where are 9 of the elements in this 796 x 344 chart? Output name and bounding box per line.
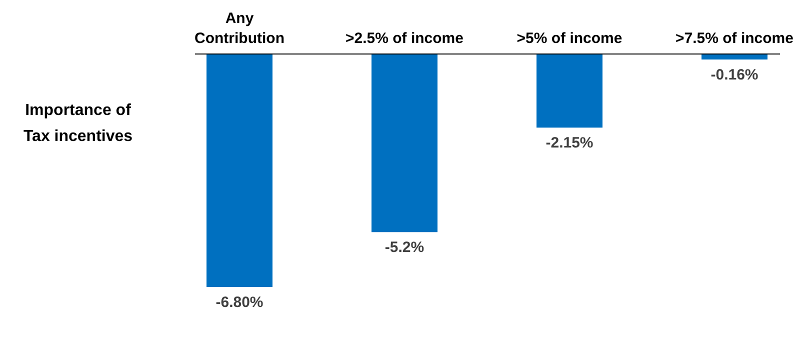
- x-tick-label: >5% of income: [516, 30, 622, 47]
- text: Importance of Tax incentives: [23, 102, 133, 145]
- x-tick-label: Any Contribution: [194, 10, 284, 47]
- data-label: -0.16%: [710, 66, 758, 84]
- data-label: -2.15%: [546, 134, 594, 152]
- data-label: -6.80%: [216, 294, 264, 311]
- x-tick-label: >2.5% of income: [346, 30, 464, 47]
- x-tick-label: >7.5% of income: [676, 30, 794, 47]
- data-label: -5.2%: [384, 239, 424, 256]
